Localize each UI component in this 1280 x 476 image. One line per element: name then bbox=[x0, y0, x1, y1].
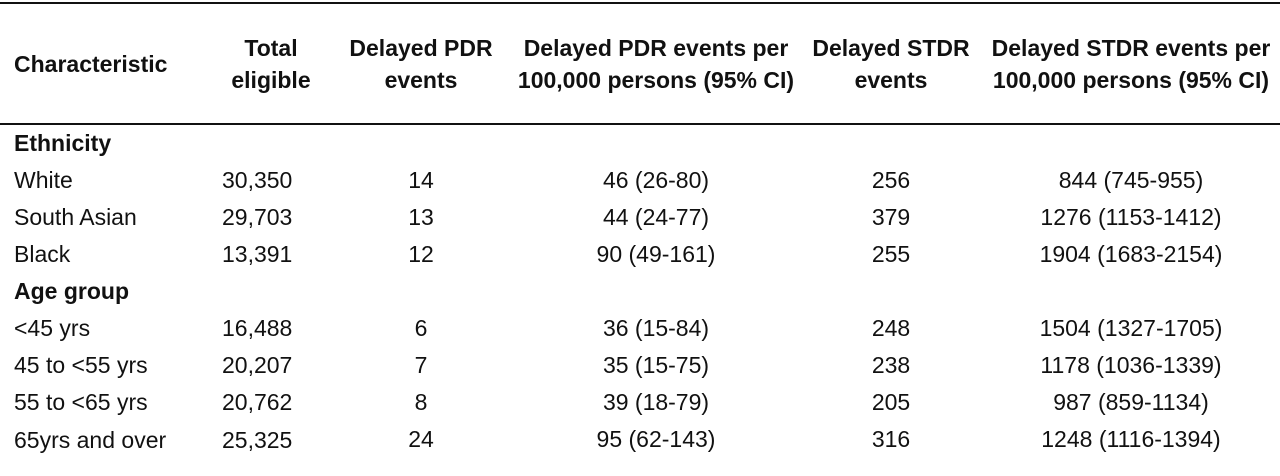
header-delayed-pdr-rate: Delayed PDR events per 100,000 persons (… bbox=[512, 4, 800, 125]
table-row: <45 yrs 16,488 6 36 (15-84) 248 1504 (13… bbox=[0, 310, 1280, 347]
cell-pdr-events: 13 bbox=[408, 204, 434, 230]
cell-total-eligible: 29,703 bbox=[222, 204, 293, 230]
group-row: Ethnicity bbox=[0, 124, 1280, 162]
cell-stdr-events: 316 bbox=[871, 426, 911, 452]
cell-characteristic: White bbox=[14, 167, 73, 193]
group-row: Age group bbox=[0, 273, 1280, 310]
group-label-ethnicity: Ethnicity bbox=[14, 130, 112, 156]
cell-total-eligible: 13,391 bbox=[222, 241, 293, 267]
cell-characteristic: 45 to <55 yrs bbox=[14, 352, 148, 378]
table-row: South Asian 29,703 13 44 (24-77) 379 127… bbox=[0, 199, 1280, 236]
table-body: Ethnicity White 30,350 14 46 (26-80) 256… bbox=[0, 124, 1280, 462]
cell-pdr-rate: 35 (15-75) bbox=[602, 352, 710, 378]
cell-characteristic: <45 yrs bbox=[14, 315, 91, 341]
cell-stdr-events: 255 bbox=[871, 241, 911, 267]
cell-total-eligible: 25,325 bbox=[222, 427, 293, 453]
cell-total-eligible: 20,207 bbox=[222, 352, 293, 378]
group-label-age: Age group bbox=[14, 278, 129, 304]
cell-pdr-rate: 44 (24-77) bbox=[602, 204, 710, 230]
table-row: White 30,350 14 46 (26-80) 256 844 (745-… bbox=[0, 162, 1280, 199]
cell-stdr-events: 379 bbox=[871, 204, 911, 230]
table-row: 55 to <65 yrs 20,762 8 39 (18-79) 205 98… bbox=[0, 384, 1280, 421]
header-delayed-stdr-events: Delayed STDR events bbox=[800, 4, 982, 125]
cell-pdr-rate: 90 (49-161) bbox=[596, 241, 716, 267]
data-table: Characteristic Total eligible Delayed PD… bbox=[0, 4, 1280, 462]
cell-pdr-events: 6 bbox=[414, 315, 428, 341]
cell-stdr-rate: 1904 (1683-2154) bbox=[1039, 241, 1223, 267]
header-delayed-stdr-rate: Delayed STDR events per 100,000 persons … bbox=[982, 4, 1280, 125]
cell-characteristic: Black bbox=[14, 241, 71, 267]
header-row: Characteristic Total eligible Delayed PD… bbox=[0, 4, 1280, 125]
table-row: Black 13,391 12 90 (49-161) 255 1904 (16… bbox=[0, 236, 1280, 273]
cell-stdr-rate: 1276 (1153-1412) bbox=[1040, 204, 1222, 230]
cell-stdr-rate: 987 (859-1134) bbox=[1053, 389, 1209, 415]
cell-pdr-rate: 46 (26-80) bbox=[602, 167, 710, 193]
data-table-container: Characteristic Total eligible Delayed PD… bbox=[0, 2, 1280, 462]
cell-pdr-events: 14 bbox=[408, 167, 434, 193]
cell-stdr-events: 256 bbox=[871, 167, 911, 193]
table-header: Characteristic Total eligible Delayed PD… bbox=[0, 4, 1280, 125]
cell-stdr-rate: 1178 (1036-1339) bbox=[1040, 352, 1222, 378]
cell-stdr-events: 248 bbox=[871, 315, 911, 341]
cell-pdr-events: 24 bbox=[408, 426, 434, 452]
cell-stdr-events: 205 bbox=[871, 389, 911, 415]
header-total-eligible: Total eligible bbox=[212, 4, 330, 125]
cell-pdr-rate: 39 (18-79) bbox=[602, 389, 710, 415]
cell-stdr-rate: 1504 (1327-1705) bbox=[1039, 315, 1223, 341]
cell-pdr-events: 8 bbox=[414, 389, 428, 415]
table-row: 65yrs and over 25,325 24 95 (62-143) 316… bbox=[0, 421, 1280, 462]
table-row: 45 to <55 yrs 20,207 7 35 (15-75) 238 11… bbox=[0, 347, 1280, 384]
cell-pdr-rate: 95 (62-143) bbox=[596, 426, 716, 452]
cell-pdr-rate: 36 (15-84) bbox=[602, 315, 710, 341]
cell-total-eligible: 16,488 bbox=[222, 315, 293, 341]
cell-pdr-events: 12 bbox=[408, 241, 434, 267]
cell-pdr-events: 7 bbox=[414, 352, 428, 378]
table-top-rule bbox=[0, 2, 1280, 4]
cell-stdr-rate: 1248 (1116-1394) bbox=[1041, 426, 1221, 452]
header-characteristic: Characteristic bbox=[0, 4, 212, 125]
cell-characteristic: 65yrs and over bbox=[14, 427, 167, 453]
cell-characteristic: 55 to <65 yrs bbox=[14, 389, 148, 415]
header-delayed-pdr-events: Delayed PDR events bbox=[330, 4, 512, 125]
cell-total-eligible: 30,350 bbox=[222, 167, 293, 193]
cell-stdr-rate: 844 (745-955) bbox=[1058, 167, 1204, 193]
cell-total-eligible: 20,762 bbox=[222, 389, 293, 415]
cell-characteristic: South Asian bbox=[14, 204, 137, 230]
cell-stdr-events: 238 bbox=[871, 352, 911, 378]
